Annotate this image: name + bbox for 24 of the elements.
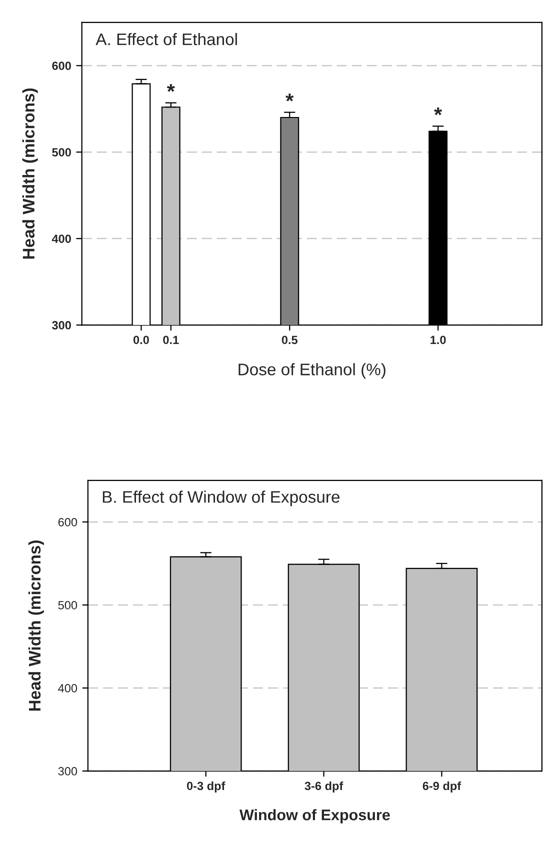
y-tick-label: 500 bbox=[52, 148, 71, 156]
x-axis-title: Window of Exposure bbox=[239, 809, 390, 824]
y-tick-label: 400 bbox=[52, 234, 71, 243]
y-axis-title: Head Width (microns) bbox=[28, 540, 44, 711]
y-axis-title: Head Width (microns) bbox=[22, 88, 38, 259]
x-tick-label: 0.0 bbox=[133, 336, 149, 344]
y-tick-label: 300 bbox=[52, 321, 71, 330]
x-tick-label: 0.5 bbox=[282, 336, 298, 344]
x-tick-label: 3-6 dpf bbox=[304, 781, 344, 792]
x-tick-label: 6-9 dpf bbox=[422, 781, 462, 792]
x-tick-label: 1.0 bbox=[430, 336, 446, 344]
y-tick-label: 500 bbox=[58, 601, 78, 610]
y-tick-label: 400 bbox=[58, 684, 78, 692]
x-tick-label: 0-3 dpf bbox=[186, 781, 226, 792]
annotation: * bbox=[286, 94, 294, 102]
y-tick-label: 300 bbox=[58, 767, 78, 776]
text: A. Effect of Ethanol bbox=[96, 32, 237, 46]
x-tick-label: 0.1 bbox=[163, 336, 179, 344]
y-tick-label: 600 bbox=[58, 518, 78, 526]
text: B. Effect of Window of Exposure bbox=[102, 490, 340, 506]
y-tick-label: 600 bbox=[52, 62, 71, 70]
x-axis-title: Dose of Ethanol (%) bbox=[238, 363, 386, 379]
annotation: * bbox=[166, 84, 175, 92]
annotation: * bbox=[434, 107, 442, 116]
